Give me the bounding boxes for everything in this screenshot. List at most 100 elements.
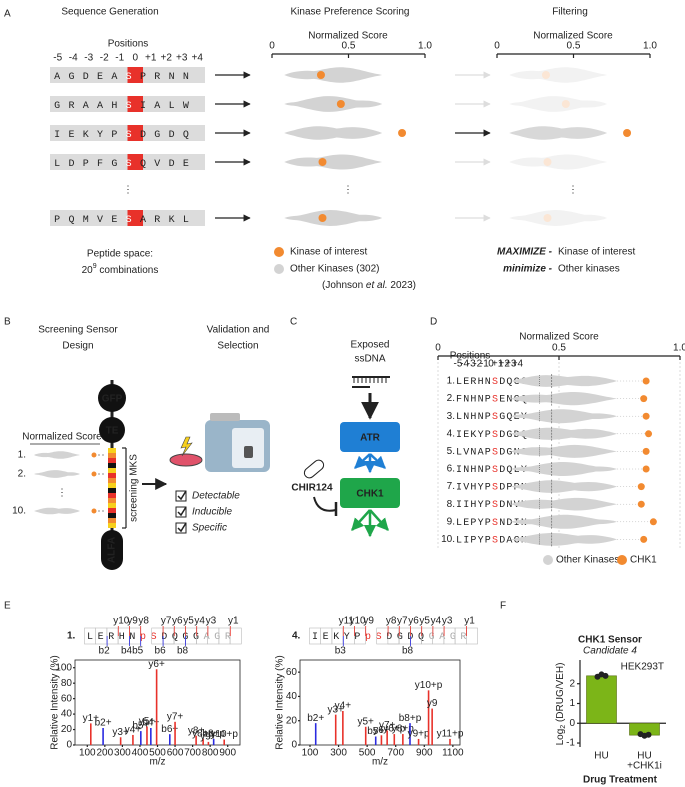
peak-label: y9+ bbox=[200, 732, 217, 743]
legend-text: Other kinases bbox=[558, 264, 620, 275]
violin bbox=[509, 154, 608, 170]
y-tick-label: 20 bbox=[61, 724, 73, 735]
plot-frame bbox=[299, 659, 461, 746]
checkbox bbox=[175, 490, 187, 502]
y-tick-label: 80 bbox=[61, 678, 73, 689]
violin bbox=[284, 96, 383, 112]
peak-label: b5+ bbox=[132, 721, 149, 732]
b-ion: b8 bbox=[177, 646, 189, 657]
y-tick-label: -1 bbox=[566, 738, 575, 749]
check-label: Inducible bbox=[192, 507, 232, 518]
chk1-box bbox=[340, 478, 400, 508]
y-ion: y6 bbox=[172, 616, 183, 627]
bolt bbox=[180, 436, 193, 457]
arrow bbox=[369, 509, 389, 531]
position-label: -5 bbox=[454, 359, 463, 370]
y-ion: y9 bbox=[363, 616, 374, 627]
peak-label: y6+ bbox=[148, 659, 165, 670]
mks-segment bbox=[108, 453, 116, 458]
position-label: -5 bbox=[53, 53, 62, 64]
violin bbox=[284, 126, 383, 140]
position-label: +4 bbox=[512, 359, 524, 370]
y-tick-label: 40 bbox=[286, 691, 298, 702]
violin bbox=[34, 451, 80, 459]
dot bbox=[91, 452, 97, 458]
x-tick-label: 300 bbox=[330, 748, 347, 759]
tick-label: 1.0 bbox=[673, 343, 685, 354]
y-tick-label: 20 bbox=[286, 715, 298, 726]
violin bbox=[510, 392, 618, 406]
citation-part: et al. bbox=[366, 280, 388, 291]
x-tick-label: 200 bbox=[96, 748, 113, 759]
tick-label: 1.0 bbox=[643, 41, 657, 52]
peptide: FNHNPSENGQ bbox=[456, 394, 528, 405]
legend-text: Other Kinases (302) bbox=[290, 264, 380, 275]
violin bbox=[509, 210, 608, 226]
row-number: 3. bbox=[447, 411, 455, 422]
check bbox=[177, 506, 187, 517]
panel-label: A bbox=[4, 9, 11, 20]
chart-title: CHK1 Sensor bbox=[578, 635, 642, 646]
chk1-label: CHK1 bbox=[356, 489, 384, 500]
positions-title: Positions bbox=[450, 351, 491, 362]
tick-label: 0.5 bbox=[342, 41, 356, 52]
mks-label: screening MKS bbox=[129, 454, 140, 522]
y-ion: y7 bbox=[161, 616, 172, 627]
position-label: -4 bbox=[460, 359, 469, 370]
y-ion: y1 bbox=[228, 616, 239, 627]
score-dot bbox=[318, 158, 327, 166]
violin bbox=[509, 67, 608, 83]
ellipsis: ⋮ bbox=[568, 185, 578, 196]
row-label: 2. bbox=[18, 469, 26, 480]
peak-label: y9 bbox=[427, 698, 438, 709]
y-tick-label: 100 bbox=[55, 662, 72, 673]
y-axis-title: Log2 (DRUG/VEH) bbox=[555, 663, 567, 746]
x-tick-label: 800 bbox=[202, 748, 219, 759]
row-label: 1. bbox=[18, 450, 26, 461]
annotation: HEK293T bbox=[621, 662, 664, 673]
legend-dot bbox=[274, 247, 284, 257]
peak-label: b8+p bbox=[202, 728, 225, 739]
peak-label: y4+ bbox=[335, 701, 352, 712]
peak-label: b5+ bbox=[367, 726, 384, 737]
x-tick-label: 400 bbox=[132, 748, 149, 759]
peak-label: y5+ bbox=[139, 716, 156, 727]
y-tick-label: 1 bbox=[569, 698, 575, 709]
row-number: 2. bbox=[447, 393, 455, 404]
peak-label: y9+p bbox=[408, 729, 430, 740]
exponent: 9 bbox=[93, 263, 97, 270]
score-dot bbox=[336, 100, 345, 108]
row-number: 6. bbox=[447, 464, 455, 475]
peptide: LIPYPSDAGN bbox=[456, 535, 528, 546]
b-ion: b5 bbox=[132, 646, 144, 657]
x-tick-label: 900 bbox=[416, 748, 433, 759]
atr-label: ATR bbox=[360, 433, 381, 444]
x-tick-label: +CHK1i bbox=[627, 761, 662, 772]
peak-label: b6+ bbox=[161, 724, 178, 735]
axis-title: Normalized Score bbox=[308, 31, 388, 42]
x-tick-label: 500 bbox=[359, 748, 376, 759]
peak-label: b2+ bbox=[95, 718, 112, 729]
minimize: minimize - bbox=[503, 264, 553, 275]
x-tick-label: 700 bbox=[184, 748, 201, 759]
y-ion: y8 bbox=[386, 616, 397, 627]
violin bbox=[510, 514, 618, 529]
positions-title: Positions bbox=[108, 39, 149, 50]
module bbox=[101, 530, 123, 570]
peak-label: y8+p bbox=[192, 728, 214, 739]
section-title: Design bbox=[62, 341, 93, 352]
position-label: -1 bbox=[480, 359, 489, 370]
b-ion: b2 bbox=[99, 646, 111, 657]
peak-label: y3+ bbox=[328, 704, 345, 715]
row-number: 8. bbox=[447, 499, 455, 510]
b-ion: b8 bbox=[402, 646, 414, 657]
row-number: 10. bbox=[441, 534, 455, 545]
position-label: +3 bbox=[505, 359, 517, 370]
position-label: +1 bbox=[145, 53, 157, 64]
checkbox bbox=[175, 506, 187, 518]
arrow bbox=[354, 453, 371, 469]
check-label: Specific bbox=[192, 523, 227, 534]
mks-segment bbox=[108, 483, 116, 488]
y-axis-title-part: Log bbox=[555, 729, 566, 746]
